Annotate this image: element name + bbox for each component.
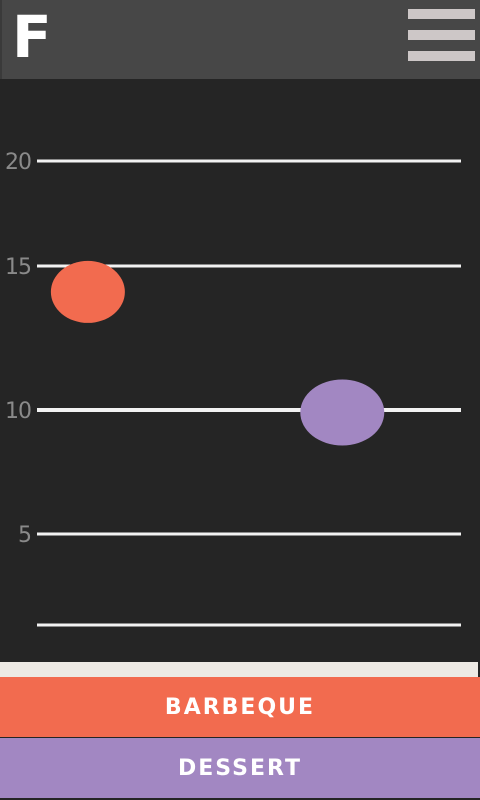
footer-divider-strip: [0, 662, 478, 677]
chart-svg: 20 15 10 5: [5, 150, 461, 627]
y-tick-label-10: 10: [5, 399, 31, 424]
app-logo: F: [12, 3, 52, 71]
app-header: F: [0, 0, 480, 79]
menu-bar-middle: [408, 30, 475, 40]
scatter-chart: 20 15 10 5: [0, 79, 480, 662]
dessert-button[interactable]: DESSERT: [0, 738, 480, 798]
y-tick-label-20: 20: [5, 150, 31, 175]
hamburger-menu-icon[interactable]: [408, 9, 475, 61]
y-tick-label-5: 5: [18, 523, 31, 548]
menu-bar-bottom: [408, 51, 475, 61]
y-tick-label-15: 15: [5, 255, 31, 280]
data-point-dessert-0: [300, 379, 385, 446]
menu-bar-top: [408, 9, 475, 19]
barbeque-button[interactable]: BARBEQUE: [0, 677, 480, 737]
data-point-barbeque-0: [50, 260, 125, 323]
